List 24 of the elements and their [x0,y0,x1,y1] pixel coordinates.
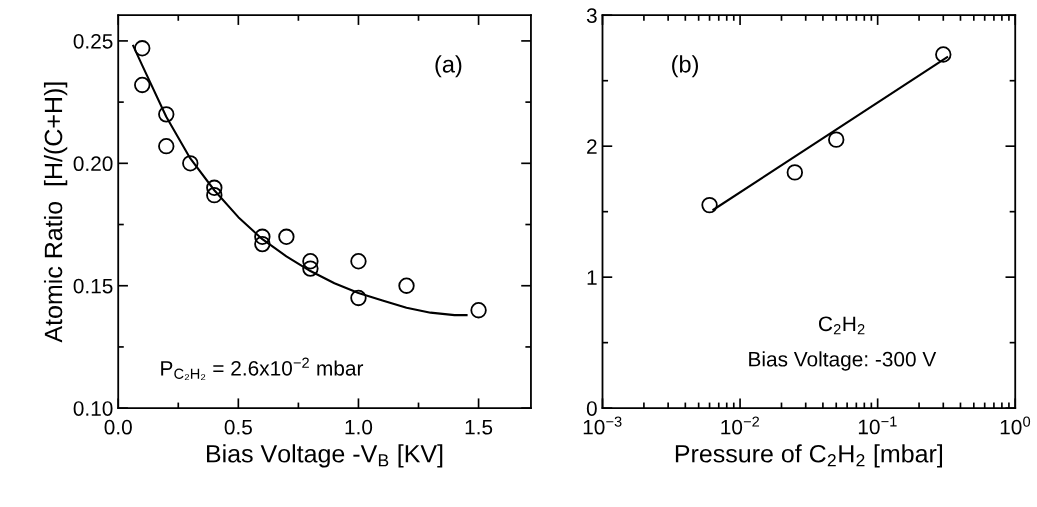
x-tick-label: 0.0 [104,419,132,435]
y-tick-label: 0 [586,401,597,416]
x-tick-label: 10$^{0}$ [1000,416,1031,435]
x-tick-label: 10$^{−3}$ [583,416,622,435]
x-axis-title: Bias Voltage -V$_{B}$ [KV] [207,444,443,468]
y-tick-label: 0.20 [73,156,113,172]
y-tick-label: 0.15 [73,278,113,294]
x-tick-label: 1.0 [345,419,373,435]
x-tick-label: 10$^{−1}$ [858,416,897,435]
annotation: C$_{2}$H$_{2}$ [818,316,865,335]
annotation: P$_{C₂H₂}$ = 2.6x10$^{−2}$ mbar [161,357,364,381]
x-tick-label: 0.5 [224,419,252,435]
x-tick-label: 10$^{−2}$ [721,416,760,435]
y-tick-label: 0.25 [73,33,113,49]
y-tick-label: 2 [587,139,597,154]
annotation: Bias Voltage: -300 V [749,351,937,371]
y-axis-title: Atomic Ratio [H/(C+H)] [43,82,68,343]
y-tick-label: 3 [586,8,597,23]
y-tick-label: 1 [587,270,597,285]
annotation: (b) [672,55,699,78]
x-tick-label: 1.5 [465,420,493,435]
y-tick-label: 0.10 [73,401,113,416]
annotation: (a) [435,55,462,78]
x-axis-title: Pressure of C$_{2}$H$_{2}$ [mbar] [675,444,943,468]
